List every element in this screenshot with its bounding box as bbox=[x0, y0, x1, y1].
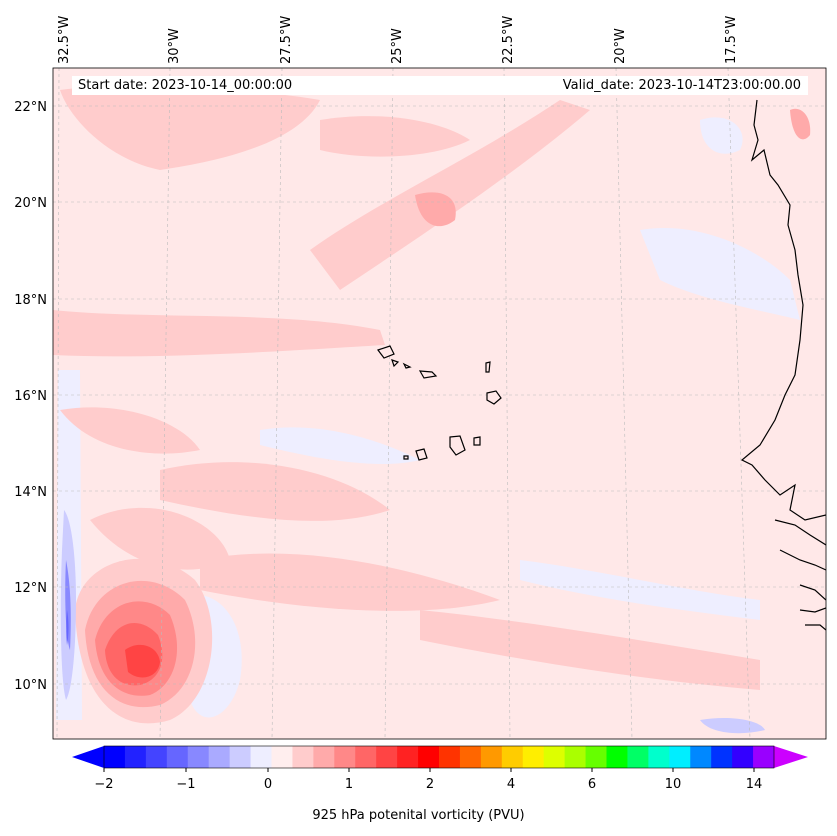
colorbar-segment bbox=[313, 746, 335, 768]
valid-date-label: Valid_date: 2023-10-14T23:00:00.00 bbox=[562, 78, 801, 93]
colorbar-tick-label: 2 bbox=[426, 777, 434, 792]
pv-contour bbox=[700, 718, 765, 734]
lat-label: 14°N bbox=[14, 485, 47, 500]
lon-label: 22.5°W bbox=[501, 16, 516, 64]
colorbar-segment bbox=[397, 746, 419, 768]
longitude-labels: 32.5°W 30°W 27.5°W 25°W 22.5°W 20°W 17.5… bbox=[57, 16, 739, 64]
gridlines bbox=[53, 68, 826, 739]
colorbar-segment bbox=[522, 746, 545, 768]
colorbar-segment bbox=[606, 746, 628, 768]
colorbar-tick-label: −1 bbox=[176, 777, 195, 792]
colorbar-tick-label: 6 bbox=[588, 777, 596, 792]
lon-label: 25°W bbox=[390, 28, 405, 64]
colorbar-segment bbox=[145, 746, 168, 768]
lon-label: 20°W bbox=[613, 28, 628, 64]
colorbar-segment bbox=[543, 746, 566, 768]
latitude-labels: 22°N 20°N 18°N 16°N 14°N 12°N 10°N bbox=[14, 100, 47, 693]
lat-label: 16°N bbox=[14, 389, 47, 404]
colorbar-segment bbox=[187, 746, 210, 768]
pv-contour bbox=[260, 427, 420, 465]
colorbar-segment bbox=[459, 746, 482, 768]
coastline bbox=[740, 99, 826, 631]
colorbar-segment bbox=[334, 746, 356, 768]
colorbar-tick-label: −2 bbox=[94, 777, 113, 792]
colorbar-segment bbox=[418, 746, 440, 768]
lat-label: 10°N bbox=[14, 678, 47, 693]
pv-field bbox=[53, 68, 826, 739]
pv-contour bbox=[520, 560, 760, 620]
colorbar-segment bbox=[376, 746, 398, 768]
colorbar-extend-high bbox=[774, 746, 808, 768]
colorbar-segment bbox=[753, 746, 775, 768]
colorbar-tick-label: 0 bbox=[264, 777, 272, 792]
pv-contour bbox=[415, 192, 456, 227]
colorbar-segment bbox=[627, 746, 649, 768]
lat-label: 22°N bbox=[14, 100, 47, 115]
colorbar-segments bbox=[104, 746, 775, 768]
colorbar-tick-label: 4 bbox=[507, 777, 515, 792]
colorbar-segment bbox=[124, 746, 147, 768]
cape-verde-islands bbox=[377, 345, 502, 461]
colorbar-frame bbox=[103, 745, 775, 769]
colorbar-tick-label: 10 bbox=[665, 777, 682, 792]
pv-contour bbox=[60, 85, 320, 170]
lat-label: 12°N bbox=[14, 581, 47, 596]
colorbar-segment bbox=[501, 746, 524, 768]
colorbar-ticks: −2 −1 0 1 2 4 6 10 14 bbox=[94, 768, 762, 792]
colorbar-segment bbox=[711, 746, 733, 768]
pv-contour bbox=[310, 100, 590, 290]
colorbar-tick-label: 1 bbox=[345, 777, 353, 792]
map-frame bbox=[52, 67, 827, 740]
lat-label: 20°N bbox=[14, 196, 47, 211]
pv-contour bbox=[790, 108, 811, 140]
pv-contour bbox=[420, 610, 760, 690]
pv-contour bbox=[160, 462, 390, 521]
colorbar-segment bbox=[732, 746, 754, 768]
colorbar-segment bbox=[439, 746, 461, 768]
colorbar-segment bbox=[250, 746, 272, 768]
lat-label: 18°N bbox=[14, 293, 47, 308]
colorbar-segment bbox=[564, 746, 586, 768]
colorbar-extend-low bbox=[72, 746, 104, 768]
colorbar-segment bbox=[271, 746, 293, 768]
colorbar-segment bbox=[104, 746, 126, 768]
colorbar-segment bbox=[648, 746, 670, 768]
pv-contour bbox=[90, 507, 230, 570]
header-box bbox=[72, 76, 808, 95]
colorbar-segment bbox=[669, 746, 691, 768]
colorbar-tick-label: 14 bbox=[746, 777, 763, 792]
pv-contour bbox=[700, 117, 743, 154]
pv-contour bbox=[66, 610, 69, 645]
lon-label: 17.5°W bbox=[724, 16, 739, 64]
colorbar-label: 925 hPa potenital vorticity (PVU) bbox=[312, 808, 525, 823]
pv-contour bbox=[640, 228, 800, 320]
colorbar-segment bbox=[166, 746, 189, 768]
colorbar-segment bbox=[690, 746, 712, 768]
colorbar-segment bbox=[355, 746, 377, 768]
pv-contour bbox=[53, 310, 385, 357]
start-date-label: Start date: 2023-10-14_00:00:00 bbox=[78, 78, 293, 93]
lon-label: 32.5°W bbox=[57, 16, 72, 64]
colorbar-segment bbox=[585, 746, 607, 768]
pv-contour bbox=[200, 553, 500, 611]
colorbar-segment bbox=[208, 746, 231, 768]
colorbar: −2 −1 0 1 2 4 6 10 14 bbox=[72, 745, 808, 792]
colorbar-segment bbox=[292, 746, 314, 768]
lon-label: 27.5°W bbox=[279, 16, 294, 64]
pv-contour bbox=[60, 407, 200, 454]
colorbar-segment bbox=[229, 746, 251, 768]
lon-label: 30°W bbox=[167, 28, 182, 64]
pv-contour bbox=[125, 644, 160, 678]
pv-contour bbox=[320, 116, 470, 157]
colorbar-segment bbox=[480, 746, 503, 768]
